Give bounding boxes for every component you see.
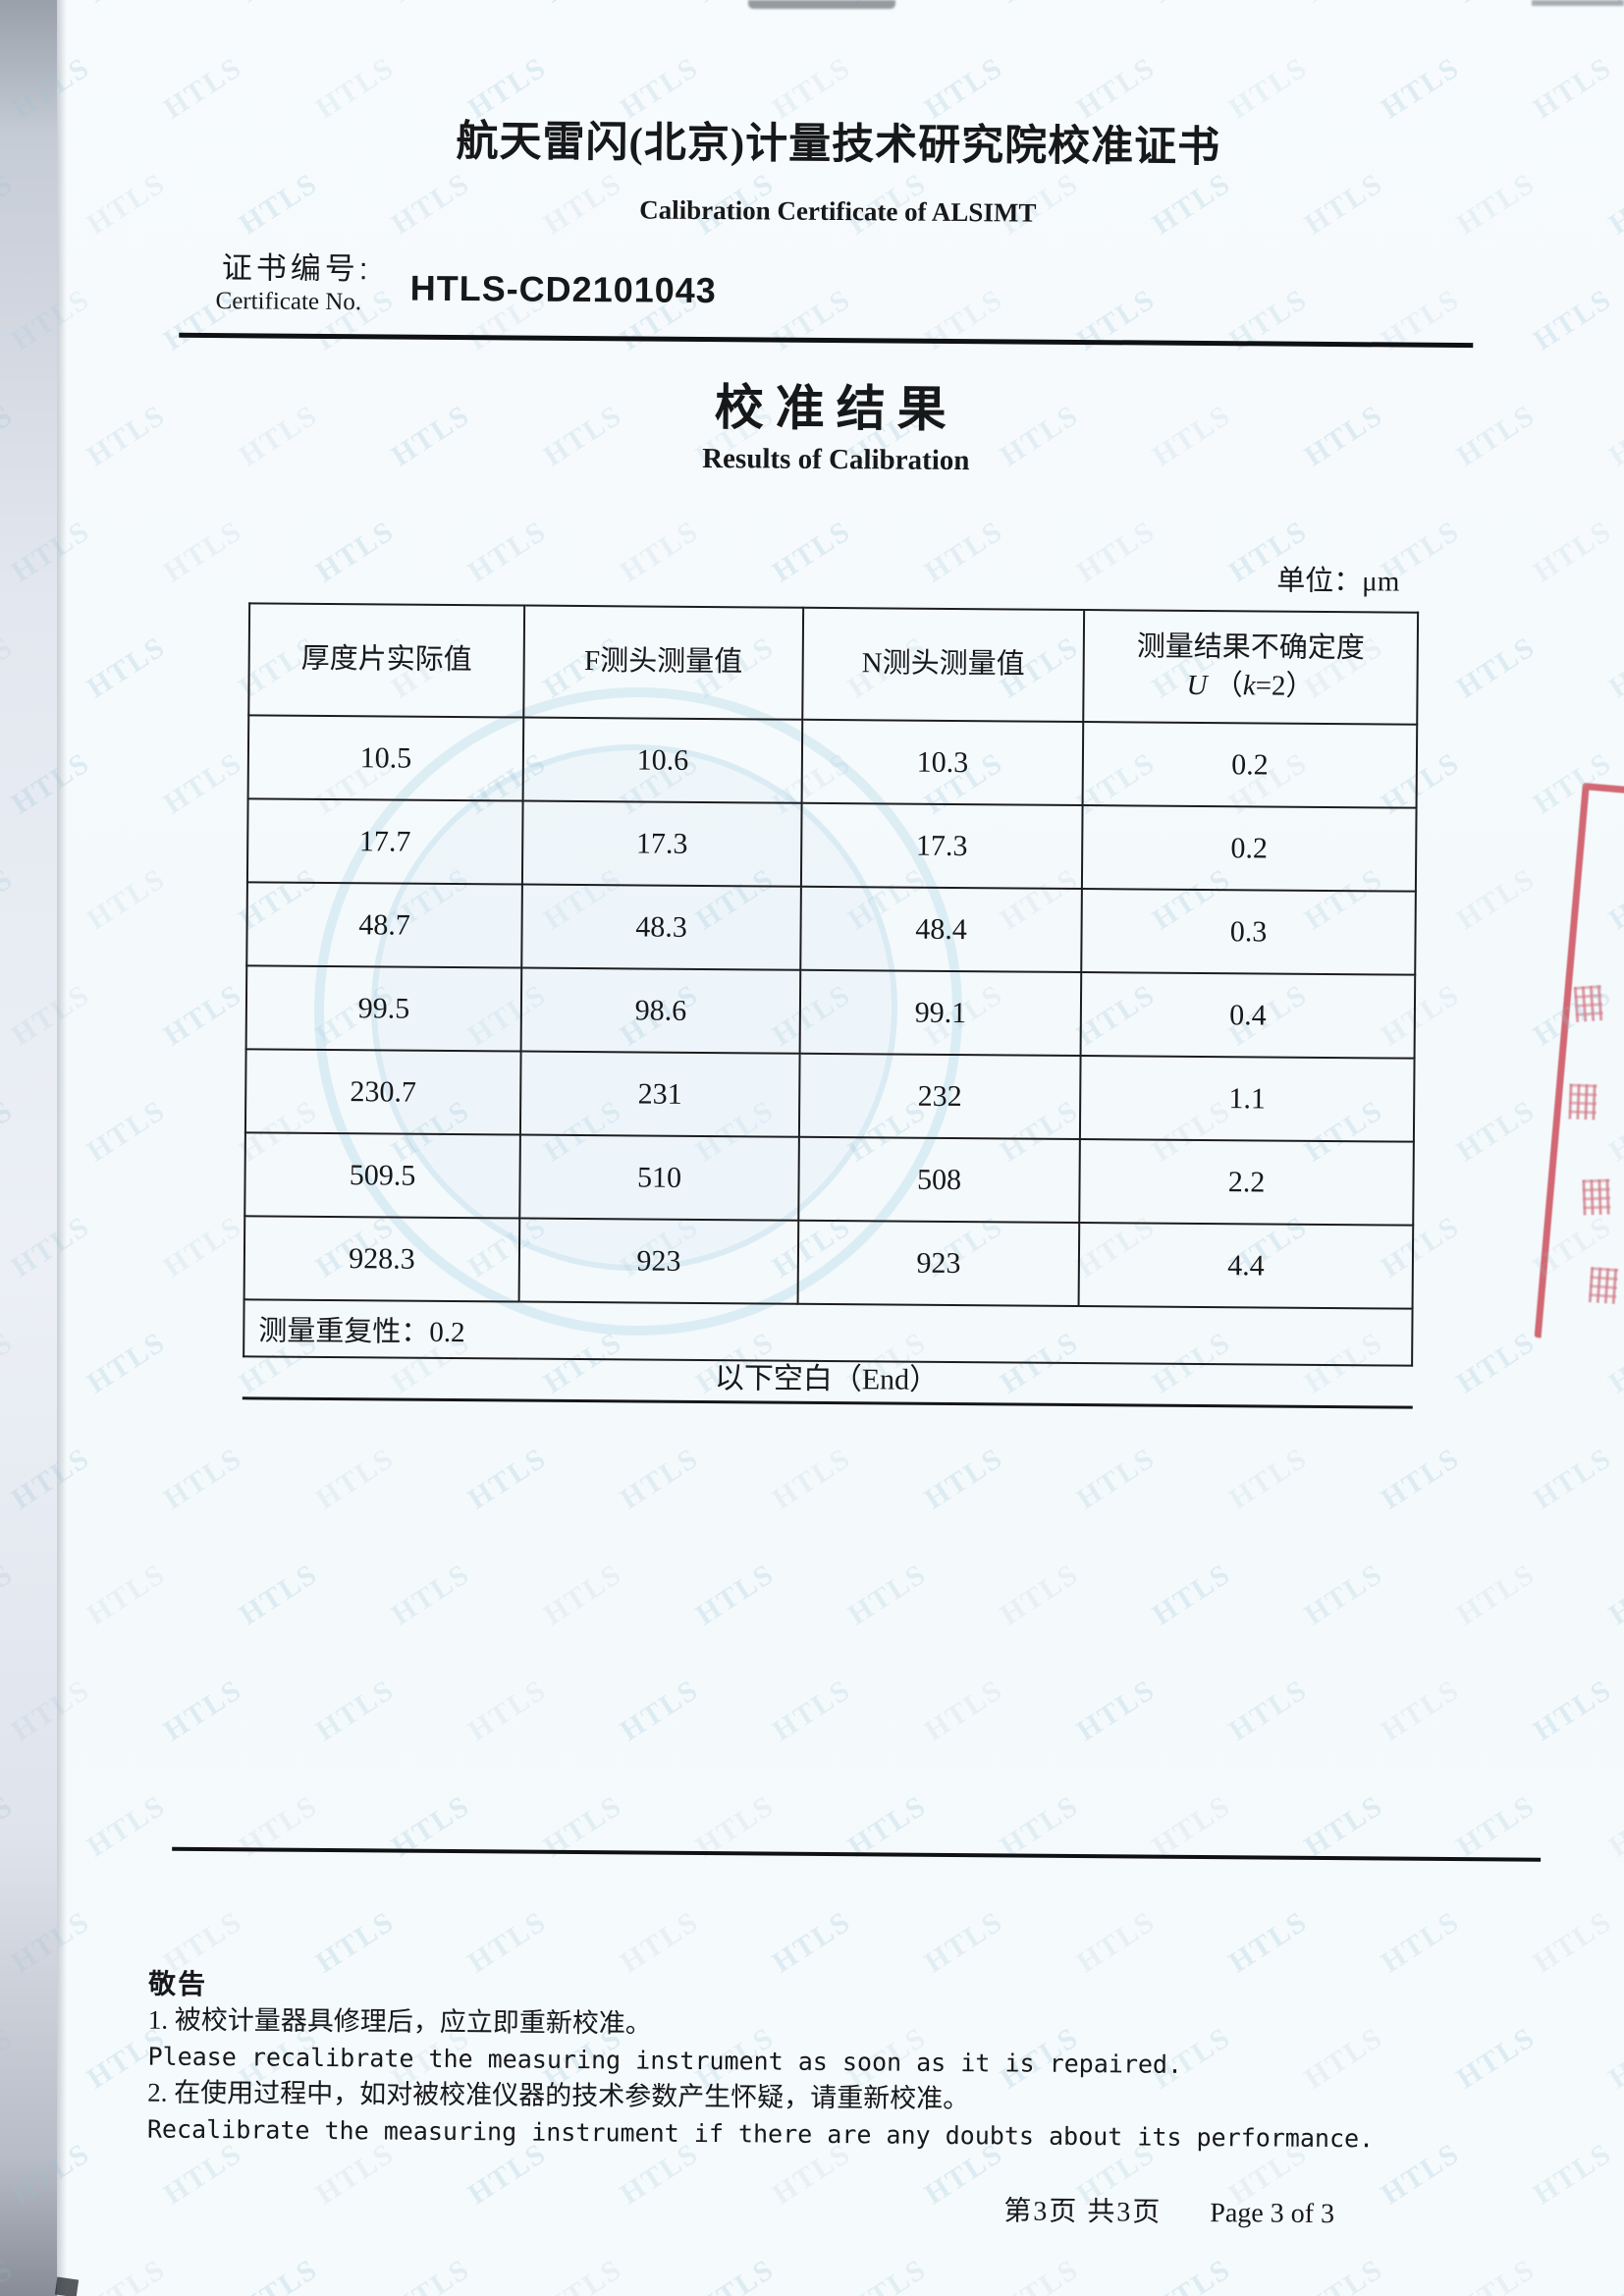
table-cell: 10.6 [522, 717, 803, 803]
header-uncertainty-k: k [1242, 670, 1256, 702]
results-title-en: Results of Calibration [702, 442, 970, 477]
scan-smudge-top [748, 0, 895, 9]
table-cell: 230.7 [244, 1049, 521, 1135]
table-cell: 1.1 [1079, 1056, 1415, 1142]
table-row: 17.7 17.3 17.3 0.2 [246, 798, 1417, 892]
table-cell: 0.3 [1081, 889, 1416, 975]
header-uncertainty-k2: =2） [1255, 670, 1315, 702]
table-cell: 508 [798, 1136, 1080, 1223]
table-cell: 0.2 [1081, 805, 1417, 892]
header-uncertainty-line1: 测量结果不确定度 [1136, 630, 1365, 665]
table-cell: 99.1 [799, 969, 1082, 1057]
results-title-cn: 校准结果 [714, 380, 958, 437]
table-cell: 0.4 [1080, 972, 1416, 1059]
table-row: 48.7 48.3 48.4 0.3 [246, 882, 1416, 975]
header-uncertainty-U: U [1186, 669, 1208, 702]
table-cell: 99.5 [245, 965, 522, 1052]
table-cell: 4.4 [1078, 1222, 1414, 1309]
header-divider-rule [179, 332, 1474, 349]
scan-binding-edge-shadow [57, 0, 67, 2296]
calibration-results-table: 厚度片实际值 F测头测量值 N测头测量值 测量结果不确定度 U （k=2） 10… [243, 602, 1419, 1366]
page-number-cn: 第3页 共3页 [1003, 2196, 1163, 2228]
table-row: 928.3 923 923 4.4 [244, 1216, 1414, 1309]
table-cell: 231 [519, 1051, 800, 1137]
certificate-no-label-en: Certificate No. [215, 288, 362, 316]
header-n-probe: N测头测量值 [802, 607, 1085, 723]
notice-heading: 敬告 [147, 1969, 208, 2001]
table-cell: 17.7 [246, 798, 523, 885]
table-row: 509.5 510 508 2.2 [244, 1132, 1414, 1226]
table-cell: 17.3 [521, 800, 802, 887]
table-cell: 2.2 [1079, 1138, 1414, 1226]
table-cell: 48.7 [246, 882, 522, 968]
footer-divider-rule [172, 1846, 1542, 1862]
table-row: 99.5 98.6 99.1 0.4 [245, 965, 1416, 1059]
certificate-no-value: HTLS-CD2101043 [409, 267, 717, 311]
table-cell: 0.2 [1082, 722, 1418, 808]
header-uncertainty-paren: （ [1214, 670, 1243, 702]
table-cell: 232 [798, 1053, 1081, 1139]
unit-label: 单位：μm [1276, 565, 1400, 598]
notice-lines: 1. 被校计量器具修理后，应立即重新校准。 Please recalibrate … [147, 2002, 1444, 2158]
document-title-en: Calibration Certificate of ALSIMT [639, 194, 1037, 228]
table-cell: 48.3 [521, 884, 801, 970]
table-cell: 923 [518, 1218, 799, 1304]
htls-watermark: HTLS [1602, 2252, 1624, 2296]
scan-smudge-top-right [1532, 0, 1624, 6]
scan-binding-edge [0, 0, 57, 2296]
end-of-results-note: 以下空白（End） [714, 1362, 940, 1396]
page-number-en: Page 3 of 3 [1210, 2198, 1335, 2230]
document-title-cn: 航天雷闪(北京)计量技术研究院校准证书 [456, 118, 1221, 172]
header-actual-value: 厚度片实际值 [248, 603, 525, 718]
table-cell: 10.5 [247, 715, 524, 801]
table-header-row: 厚度片实际值 F测头测量值 N测头测量值 测量结果不确定度 U （k=2） [248, 603, 1419, 725]
header-uncertainty: 测量结果不确定度 U （k=2） [1083, 610, 1419, 725]
table-cell: 928.3 [244, 1216, 520, 1302]
page-number: 第3页 共3页 Page 3 of 3 [1003, 2189, 1543, 2232]
certificate-no-label-cn: 证书编号: [221, 250, 372, 287]
table-cell: 509.5 [244, 1132, 520, 1219]
table-row: 10.5 10.6 10.3 0.2 [247, 715, 1418, 808]
table-row: 230.7 231 232 1.1 [244, 1049, 1415, 1142]
table-cell: 17.3 [800, 802, 1083, 890]
table-cell: 10.3 [801, 719, 1084, 806]
scan-notch-bottom-left [54, 2276, 80, 2296]
table-cell: 98.6 [520, 967, 801, 1054]
table-cell: 510 [519, 1134, 799, 1221]
table-cell: 48.4 [800, 886, 1082, 973]
header-f-probe: F测头测量值 [523, 605, 804, 720]
table-cell: 923 [797, 1220, 1080, 1306]
